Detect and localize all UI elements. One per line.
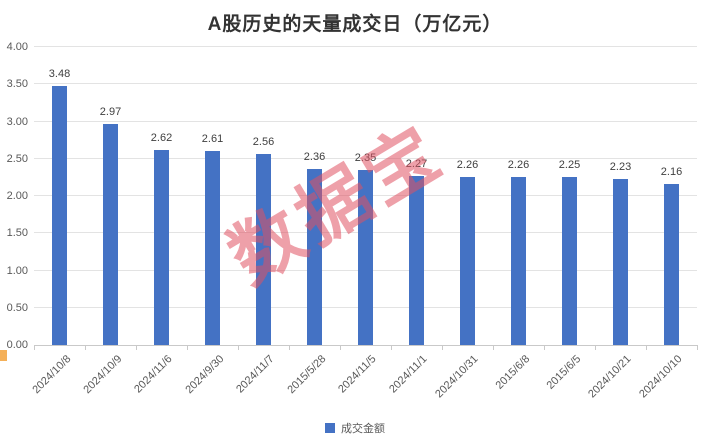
bar bbox=[562, 177, 577, 345]
x-axis-label: 2024/9/30 bbox=[182, 353, 226, 397]
x-axis-tick bbox=[544, 345, 545, 350]
bar-value-label: 2.26 bbox=[507, 158, 530, 171]
bar-value-label: 3.48 bbox=[48, 67, 71, 80]
gridline bbox=[34, 157, 697, 159]
legend-swatch-icon bbox=[325, 423, 335, 433]
x-axis-line bbox=[34, 345, 697, 346]
bar-value-label: 2.16 bbox=[660, 166, 683, 179]
x-axis-label: 2015/6/5 bbox=[544, 353, 583, 392]
x-axis-tick bbox=[238, 345, 239, 350]
x-axis-tick bbox=[136, 345, 137, 350]
gridline bbox=[34, 46, 697, 47]
x-axis-tick bbox=[646, 345, 647, 350]
bar-value-label: 2.97 bbox=[99, 105, 122, 118]
bar-value-label: 2.23 bbox=[609, 160, 632, 173]
bar bbox=[205, 150, 220, 345]
x-axis-label: 2024/11/5 bbox=[336, 353, 379, 396]
legend: 成交金额 bbox=[0, 420, 710, 436]
legend-label: 成交金额 bbox=[341, 423, 385, 435]
y-axis-label: 1.00 bbox=[6, 264, 28, 277]
gridline bbox=[34, 120, 697, 122]
bar-value-label: 2.61 bbox=[201, 132, 224, 145]
x-axis-tick bbox=[493, 345, 494, 350]
bar-value-label: 2.26 bbox=[456, 158, 479, 171]
bar bbox=[52, 85, 67, 345]
bar-value-label: 2.62 bbox=[150, 131, 173, 144]
x-axis-tick bbox=[289, 345, 290, 350]
bar bbox=[409, 175, 424, 345]
bar bbox=[664, 184, 679, 345]
x-axis-label: 2015/5/28 bbox=[284, 353, 328, 397]
y-axis-label: 3.50 bbox=[6, 78, 28, 91]
x-axis-tick bbox=[697, 345, 698, 350]
x-axis-tick bbox=[442, 345, 443, 350]
plot-area: 3.48 2024/10/8 2.97 2024/10/9 2.62 2024/11/6 2… bbox=[30, 46, 698, 400]
y-axis: 0.00 0.50 1.00 1.50 2.00 2.50 3.00 3.50 4.00 bbox=[0, 41, 28, 351]
x-axis-label: 2024/11/6 bbox=[132, 353, 175, 396]
x-axis-tick bbox=[340, 345, 341, 350]
bar-value-label: 2.25 bbox=[558, 159, 581, 172]
x-axis-tick bbox=[187, 345, 188, 350]
bar bbox=[307, 169, 322, 345]
y-axis-label: 1.50 bbox=[6, 227, 28, 240]
y-axis-label: 2.50 bbox=[6, 152, 28, 165]
x-axis-label: 2024/10/10 bbox=[637, 353, 685, 401]
x-axis-label: 2024/11/7 bbox=[234, 353, 277, 396]
bar bbox=[256, 154, 271, 345]
bar-value-label: 2.27 bbox=[405, 157, 428, 170]
x-axis-label: 2024/10/21 bbox=[586, 353, 634, 401]
bar bbox=[154, 149, 169, 345]
y-axis-label: 0.00 bbox=[6, 339, 28, 351]
y-axis-label: 0.50 bbox=[6, 301, 28, 314]
bar bbox=[460, 176, 475, 345]
x-axis-tick bbox=[595, 345, 596, 350]
y-axis-label: 4.00 bbox=[6, 41, 28, 53]
bar-value-label: 2.56 bbox=[252, 136, 275, 149]
bar-value-label: 2.36 bbox=[303, 151, 326, 164]
x-axis-label: 2024/10/31 bbox=[433, 353, 481, 401]
x-axis-tick bbox=[34, 345, 35, 350]
chart-title: A股历史的天量成交日（万亿元） bbox=[207, 14, 503, 35]
x-axis-tick bbox=[85, 345, 86, 350]
bar-value-label: 2.35 bbox=[354, 151, 377, 164]
y-axis-label: 3.00 bbox=[6, 115, 28, 128]
x-axis-label: 2024/10/8 bbox=[29, 353, 73, 397]
bar bbox=[358, 169, 373, 345]
x-axis-tick bbox=[391, 345, 392, 350]
bar bbox=[511, 176, 526, 345]
x-axis-label: 2024/10/9 bbox=[80, 353, 124, 397]
y-axis-label: 2.00 bbox=[6, 190, 28, 202]
x-axis-label: 2015/6/8 bbox=[493, 353, 532, 392]
gridline bbox=[34, 83, 697, 85]
edge-marker-icon bbox=[0, 350, 7, 361]
bar bbox=[103, 123, 118, 345]
x-axis-label: 2024/11/1 bbox=[387, 353, 430, 396]
bar bbox=[613, 178, 628, 345]
